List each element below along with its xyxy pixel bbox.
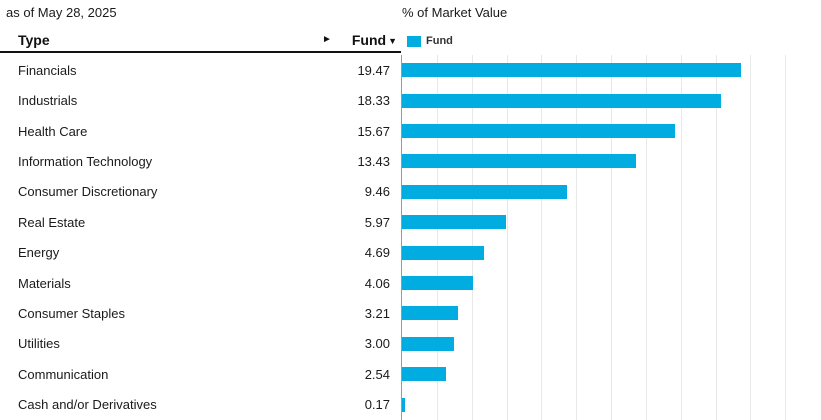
as-of-date: as of May 28, 2025 — [6, 5, 117, 20]
fund-bar[interactable] — [402, 336, 455, 351]
fund-bar[interactable] — [402, 93, 722, 108]
bar-row — [402, 298, 820, 328]
table-row[interactable]: Health Care 15.67 — [0, 116, 401, 146]
row-type-label: Materials — [18, 275, 71, 291]
gridline — [680, 55, 682, 420]
row-fund-value: 13.43 — [357, 153, 390, 169]
table-row[interactable]: Materials 4.06 — [0, 268, 401, 298]
chart-legend: Fund — [407, 35, 453, 47]
table-row[interactable]: Consumer Discretionary 9.46 — [0, 177, 401, 207]
table-row[interactable]: Energy 4.69 — [0, 237, 401, 267]
gridline — [645, 55, 647, 420]
row-fund-value: 19.47 — [357, 62, 390, 78]
row-fund-value: 0.17 — [364, 397, 390, 413]
table-row[interactable]: Information Technology 13.43 — [0, 146, 401, 176]
row-fund-value: 9.46 — [364, 184, 390, 200]
table-row[interactable]: Industrials 18.33 — [0, 85, 401, 115]
row-type-label: Real Estate — [18, 214, 86, 230]
table-row[interactable]: Utilities 3.00 — [0, 329, 401, 359]
row-type-label: Utilities — [18, 336, 60, 352]
gridline — [750, 55, 752, 420]
table-body: Financials 19.47 Industrials 18.33 Health Ca… — [0, 55, 401, 420]
bar-row — [402, 116, 820, 146]
row-type-label: Cash and/or Derivatives — [18, 397, 157, 413]
scroll-right-icon[interactable]: ► — [322, 34, 332, 45]
table-row[interactable]: Real Estate 5.97 — [0, 207, 401, 237]
row-fund-value: 3.00 — [364, 336, 390, 352]
fund-bar[interactable] — [402, 124, 675, 139]
row-type-label: Consumer Staples — [18, 305, 125, 321]
bar-row — [402, 237, 820, 267]
gridline — [471, 55, 473, 420]
gridline — [611, 55, 612, 420]
row-type-label: Energy — [18, 245, 60, 261]
fund-bar[interactable] — [402, 245, 484, 260]
table-row[interactable]: Consumer Staples 3.21 — [0, 298, 401, 328]
fund-bar[interactable] — [402, 367, 447, 382]
bar-row — [402, 359, 820, 389]
row-type-label: Industrials — [18, 93, 78, 109]
fund-bar[interactable] — [402, 306, 458, 321]
bar-row — [402, 389, 820, 419]
row-fund-value: 4.06 — [364, 275, 390, 291]
gridline — [506, 55, 508, 420]
column-header-fund-label: Fund — [351, 32, 387, 48]
row-fund-value: 2.54 — [364, 366, 390, 382]
table-row[interactable]: Cash and/or Derivatives 0.17 — [0, 389, 401, 419]
fund-bar[interactable] — [402, 276, 473, 291]
bar-row — [402, 146, 820, 176]
table-row[interactable]: Financials 19.47 — [0, 55, 401, 85]
row-fund-value: 5.97 — [364, 214, 390, 230]
table-row[interactable]: Communication 2.54 — [0, 359, 401, 389]
bar-row — [402, 329, 820, 359]
column-header-fund[interactable]: Fund ▼ — [352, 32, 397, 48]
bar-chart-plot — [401, 55, 820, 420]
column-header-type[interactable]: Type — [18, 32, 50, 48]
sort-desc-icon: ▼ — [388, 36, 397, 46]
table-header: Type ► Fund ▼ — [0, 28, 401, 53]
chart-title: % of Market Value — [402, 5, 508, 20]
bar-row — [402, 55, 820, 85]
row-fund-value: 18.33 — [357, 93, 390, 109]
row-type-label: Consumer Discretionary — [18, 184, 158, 200]
gridline — [785, 55, 787, 420]
row-type-label: Information Technology — [18, 153, 153, 169]
row-fund-value: 3.21 — [364, 305, 390, 321]
row-type-label: Communication — [18, 366, 109, 382]
bar-row — [402, 268, 820, 298]
fund-bar[interactable] — [402, 397, 405, 412]
bar-row — [402, 85, 820, 115]
row-fund-value: 15.67 — [357, 123, 390, 139]
row-type-label: Financials — [18, 62, 77, 78]
fund-bar[interactable] — [402, 215, 506, 230]
fund-bar[interactable] — [402, 63, 742, 78]
fund-bar[interactable] — [402, 184, 567, 199]
gridline — [436, 55, 438, 420]
legend-fund-label: Fund — [426, 35, 453, 47]
gridline — [576, 55, 578, 420]
gridline — [541, 55, 543, 420]
row-type-label: Health Care — [18, 123, 88, 139]
bar-row — [402, 177, 820, 207]
fund-bar[interactable] — [402, 154, 636, 169]
gridline — [715, 55, 717, 420]
legend-fund-swatch — [407, 35, 421, 47]
bar-row — [402, 207, 820, 237]
row-fund-value: 4.69 — [364, 245, 390, 261]
